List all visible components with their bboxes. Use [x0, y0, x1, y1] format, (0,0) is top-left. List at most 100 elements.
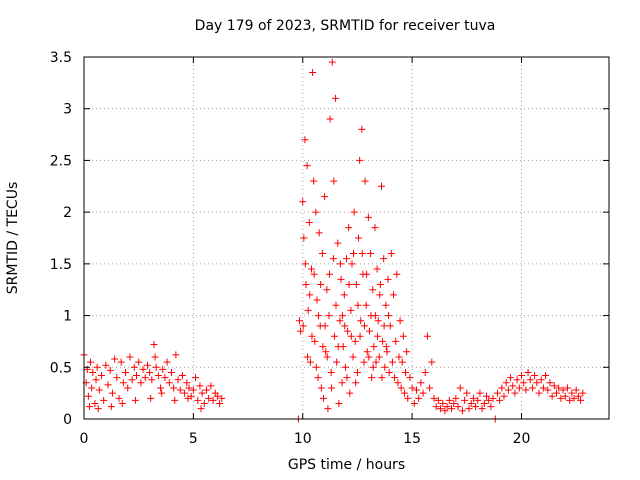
data-point: [395, 353, 403, 361]
data-point: [376, 281, 384, 289]
data-point: [511, 389, 519, 397]
data-point: [309, 69, 317, 77]
data-point: [126, 353, 134, 361]
x-tick-label: 15: [403, 431, 421, 447]
data-point: [487, 403, 495, 411]
data-point: [555, 384, 563, 392]
data-point: [345, 224, 353, 232]
data-point: [356, 332, 364, 340]
data-point: [542, 372, 550, 380]
data-point: [413, 386, 420, 394]
data-point: [365, 327, 373, 335]
data-point: [489, 394, 497, 402]
data-point: [141, 374, 149, 382]
data-point: [130, 363, 138, 371]
x-tick-label: 10: [294, 431, 312, 447]
data-point: [472, 403, 480, 411]
data-point: [108, 389, 116, 397]
data-point: [391, 374, 399, 382]
data-point: [335, 399, 343, 407]
data-point: [526, 376, 534, 384]
data-point: [323, 286, 331, 294]
data-point: [469, 394, 477, 402]
data-point: [402, 368, 410, 376]
data-point: [322, 348, 330, 356]
data-point: [333, 358, 341, 366]
data-point: [209, 396, 217, 404]
data-point: [98, 372, 105, 380]
data-point: [85, 403, 93, 411]
data-point: [406, 374, 414, 382]
data-point: [393, 270, 401, 278]
data-point: [300, 234, 308, 242]
data-point: [319, 343, 327, 351]
data-point: [325, 270, 333, 278]
data-point: [363, 348, 371, 356]
data-point: [369, 363, 377, 371]
data-point: [522, 386, 530, 394]
data-point: [148, 376, 156, 384]
data-point: [374, 317, 382, 325]
data-point: [311, 337, 319, 345]
data-point: [91, 399, 99, 407]
data-point: [143, 361, 151, 369]
data-point: [378, 182, 385, 190]
y-tick-label: 3.5: [50, 50, 72, 66]
data-point: [168, 368, 175, 376]
data-point: [113, 374, 121, 382]
data-point: [572, 386, 580, 394]
data-point: [428, 358, 436, 366]
data-point: [546, 379, 554, 387]
data-point: [463, 389, 471, 397]
data-point: [520, 379, 528, 387]
data-point: [579, 389, 587, 397]
data-point: [421, 368, 429, 376]
data-point: [172, 351, 180, 359]
data-point: [548, 392, 556, 400]
data-point: [315, 312, 322, 320]
data-point: [385, 368, 393, 376]
data-point: [332, 301, 340, 309]
data-point: [118, 399, 126, 407]
y-tick-label: 2: [63, 205, 72, 221]
data-point: [147, 394, 155, 402]
data-point: [334, 343, 342, 351]
data-point: [117, 358, 125, 366]
data-point: [124, 384, 132, 392]
data-point: [328, 384, 336, 392]
data-point: [326, 115, 334, 123]
data-point: [297, 327, 305, 335]
data-point: [197, 405, 205, 413]
data-point: [445, 396, 453, 404]
data-point: [360, 322, 368, 330]
data-point: [397, 384, 405, 392]
data-point: [371, 224, 379, 232]
data-point: [337, 275, 345, 283]
y-tick-label: 3: [63, 102, 72, 118]
data-point: [524, 368, 532, 376]
data-point: [334, 239, 342, 247]
data-point: [352, 379, 360, 387]
data-point: [353, 368, 361, 376]
data-point: [454, 403, 462, 411]
data-point: [317, 384, 325, 392]
data-point: [161, 374, 169, 382]
data-point: [303, 162, 311, 170]
data-point: [570, 394, 578, 402]
data-point: [338, 379, 346, 387]
y-tick-label: 0: [63, 412, 72, 428]
data-point: [128, 376, 136, 384]
y-tick-label: 0.5: [50, 360, 72, 376]
data-point: [456, 384, 464, 392]
data-point: [574, 392, 582, 400]
data-point: [561, 392, 569, 400]
y-tick-label: 2.5: [50, 153, 72, 169]
data-point: [336, 260, 344, 268]
data-point: [301, 136, 309, 144]
data-point: [218, 394, 226, 402]
data-point: [321, 193, 329, 201]
data-point: [94, 405, 102, 413]
data-point: [312, 208, 320, 216]
x-tick-label: 5: [189, 431, 198, 447]
data-point: [348, 260, 356, 268]
